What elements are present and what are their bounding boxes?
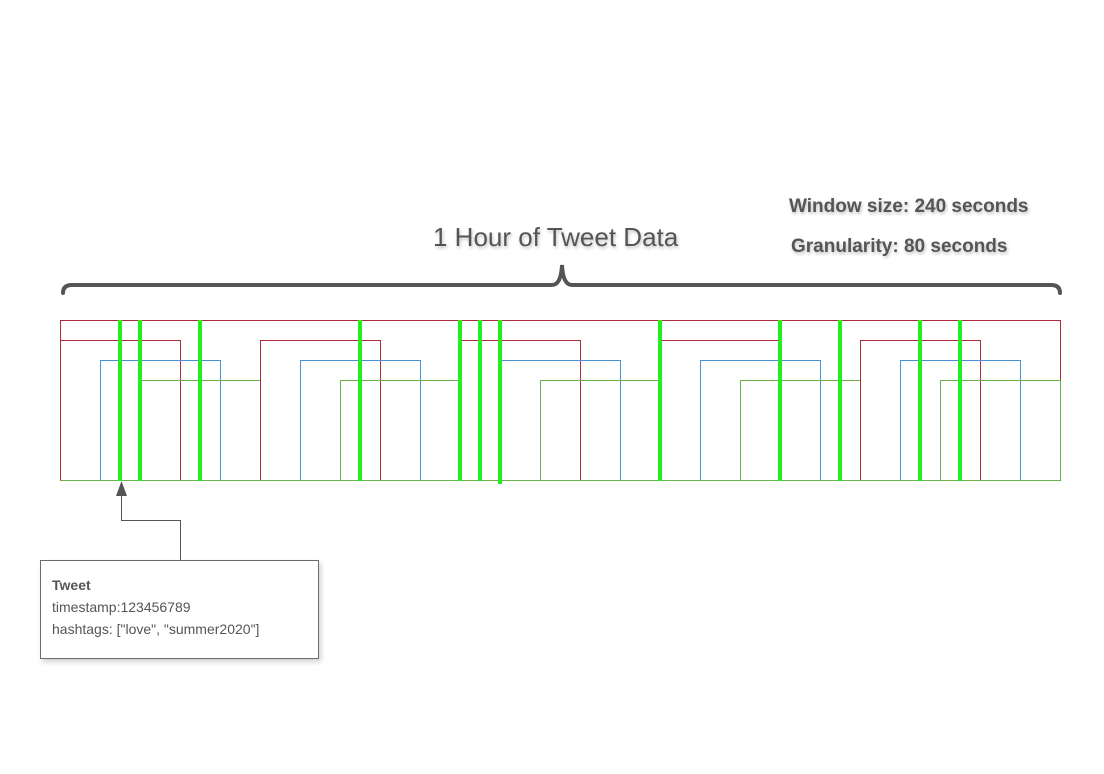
window-b [100,360,221,481]
diagram-title: 1 Hour of Tweet Data [433,222,679,252]
window-b [700,360,821,481]
timeline-box [60,320,1061,481]
window-a [260,340,381,481]
window-c [740,380,861,481]
tweet-hashtags: hashtags: ["love", "summer2020"] [52,621,260,637]
window-c [940,380,1061,481]
tweet-tick-group [118,320,962,484]
window-size-label: Window size: 240 seconds [789,196,1029,217]
tweet-card-title: Tweet [52,577,91,593]
window-c [540,380,661,481]
granularity-label: Granularity: 80 seconds [791,236,1008,257]
window-a [660,340,781,481]
tweet-card: Tweet timestamp:123456789 hashtags: ["lo… [40,560,319,659]
window-b [500,360,621,481]
tweet-connector [121,494,181,560]
tweet-timestamp: timestamp:123456789 [52,599,191,615]
arrow-head-icon [116,481,127,496]
hour-brace [61,264,1062,295]
window-group [60,340,1061,481]
